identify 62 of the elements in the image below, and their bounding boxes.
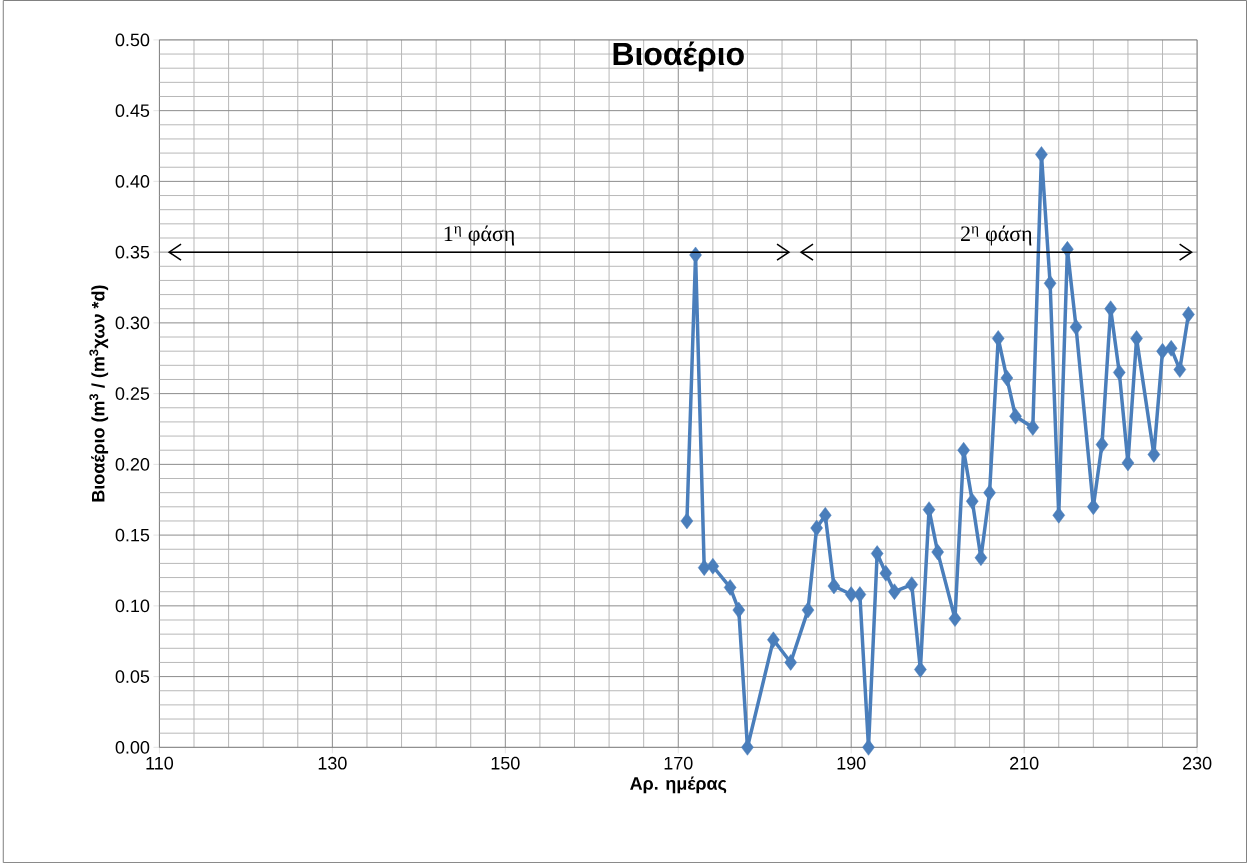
point — [1182, 306, 1195, 323]
point — [931, 543, 944, 561]
y-tick-label: 0.40 — [115, 174, 150, 188]
point — [1026, 419, 1040, 436]
point — [1095, 436, 1109, 453]
point — [767, 631, 780, 649]
point — [862, 739, 875, 756]
point — [991, 330, 1005, 347]
point — [870, 545, 884, 562]
point — [784, 654, 797, 671]
point — [983, 484, 996, 501]
point — [1043, 275, 1057, 292]
point — [1069, 318, 1083, 336]
y-tick-label: 0.25 — [115, 387, 150, 400]
x-tick-label: 230 — [1183, 756, 1212, 770]
point — [1173, 361, 1187, 378]
point — [1130, 330, 1143, 347]
point — [1164, 340, 1178, 357]
point — [1113, 364, 1126, 381]
annotation: 1$^{η}$ φάση — [444, 225, 515, 246]
point — [905, 576, 918, 593]
point — [810, 519, 823, 537]
point — [966, 492, 979, 510]
x-tick-label: 150 — [491, 756, 520, 770]
x-tick-label: 130 — [318, 756, 347, 770]
y-tick-label: 0.30 — [115, 316, 150, 330]
y-tick-label: 0.05 — [115, 670, 150, 683]
point — [801, 601, 815, 619]
x-tick-label: 170 — [664, 756, 693, 770]
point — [723, 579, 737, 596]
point — [706, 557, 720, 575]
y-tick-label: 0.10 — [115, 599, 150, 613]
chart-title: Βιοαέριο — [613, 41, 744, 72]
point — [957, 441, 970, 459]
x-tick-label: 110 — [146, 756, 174, 770]
point — [1104, 300, 1117, 317]
point — [741, 739, 754, 756]
y-tick-label: 0.35 — [115, 245, 150, 259]
y-axis-title: Βιοαέριο (m$^{3}$ / (m$^{3}$χων *d) — [89, 285, 109, 502]
point — [1061, 241, 1074, 258]
point — [732, 601, 746, 619]
annotation: 2$^{η}$ φάση — [961, 225, 1032, 246]
point — [827, 577, 841, 595]
point — [879, 565, 893, 582]
point — [819, 507, 832, 524]
point — [689, 246, 702, 264]
y-tick-label: 0.45 — [115, 104, 150, 117]
point — [888, 583, 901, 600]
x-tick-label: 210 — [1010, 756, 1039, 770]
point — [1052, 507, 1065, 524]
point — [853, 586, 867, 603]
x-axis-title: Αρ. ημέρας — [630, 776, 727, 794]
point — [1000, 369, 1014, 387]
y-tick-label: 0.15 — [115, 528, 150, 542]
point — [1035, 146, 1048, 163]
y-tick-label: 0.50 — [115, 33, 150, 47]
y-tick-label: 0.00 — [115, 740, 150, 754]
y-tick-label: 0.20 — [115, 457, 150, 471]
point — [680, 512, 694, 530]
x-tick-label: 190 — [837, 756, 866, 770]
point — [914, 661, 927, 678]
point — [1009, 407, 1022, 425]
